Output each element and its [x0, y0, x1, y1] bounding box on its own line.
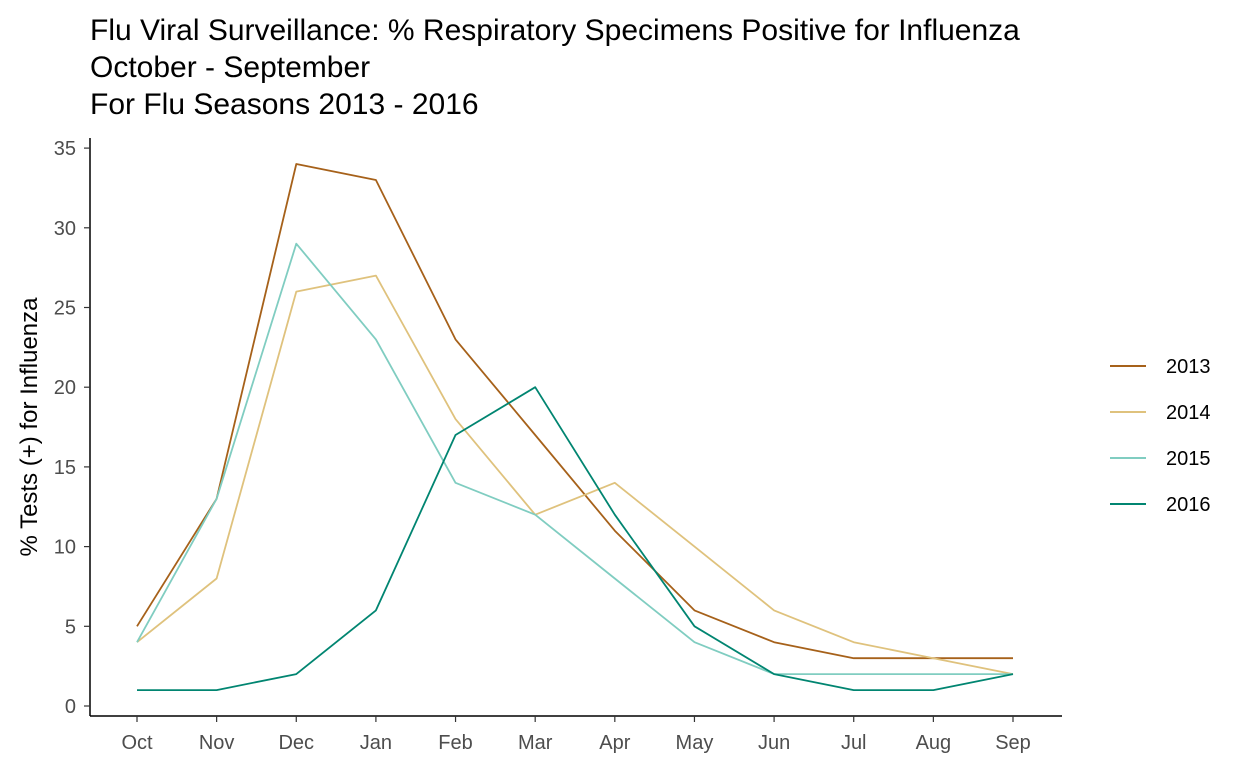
y-axis-title: % Tests (+) for Influenza	[16, 297, 43, 557]
chart-subtitle-line-3: For Flu Seasons 2013 - 2016	[90, 88, 479, 121]
legend-label-2014: 2014	[1166, 402, 1211, 424]
series-line-2015	[136, 242, 1013, 675]
y-tick-label: 15	[54, 457, 76, 479]
chart-title: Flu Viral Surveillance: % Respiratory Sp…	[90, 12, 1020, 123]
x-tick-label: Feb	[438, 732, 472, 754]
y-tick-label: 25	[54, 298, 76, 320]
chart-legend: 2013 2014 2015 2016	[1110, 356, 1211, 516]
chart-subtitle-line-2: October - September	[90, 51, 371, 84]
chart-series-lines	[136, 163, 1014, 691]
y-tick-label: 10	[54, 537, 76, 559]
legend-label-2013: 2013	[1166, 356, 1211, 378]
x-tick-label: Nov	[199, 732, 235, 754]
x-tick-label: Jun	[758, 732, 790, 754]
y-tick-label: 5	[65, 616, 76, 638]
x-tick-label: Mar	[518, 732, 553, 754]
x-tick-label: Apr	[599, 732, 630, 754]
x-tick-label: Sep	[995, 732, 1031, 754]
y-tick-label: 35	[54, 138, 76, 160]
legend-label-2016: 2016	[1166, 494, 1211, 516]
series-line-2014	[136, 274, 1014, 675]
series-line-2016	[137, 386, 1014, 691]
chart-title-line-1: Flu Viral Surveillance: % Respiratory Sp…	[90, 14, 1020, 47]
x-tick-label: Jul	[841, 732, 867, 754]
x-tick-label: May	[676, 732, 714, 754]
y-tick-label: 0	[65, 696, 76, 718]
x-tick-label: Jan	[360, 732, 392, 754]
x-tick-label: Aug	[916, 732, 952, 754]
legend-label-2015: 2015	[1166, 448, 1211, 470]
x-tick-label: Oct	[121, 732, 153, 754]
y-tick-label: 20	[54, 377, 76, 399]
x-tick-label: Dec	[278, 732, 314, 754]
chart-axes: 0 5 10 15 20 25 30 35 Oct Nov Dec Jan Feb Mar Apr May Ju…	[16, 138, 1062, 754]
y-tick-label: 30	[54, 218, 76, 240]
series-line-2013	[136, 163, 1013, 660]
